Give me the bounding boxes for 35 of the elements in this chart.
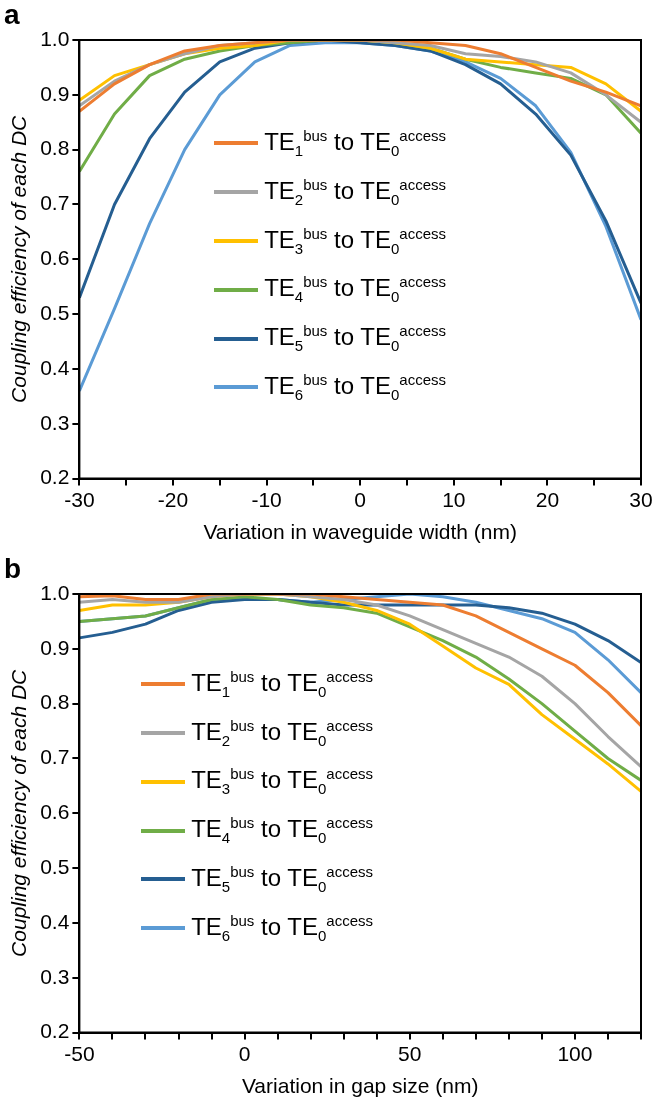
y-tick-label: 0.6 [40,800,70,824]
y-axis-title: Coupling efficiency of each DC [7,114,31,403]
chart-title: a [4,0,20,30]
y-tick-label: 0.4 [40,909,70,933]
x-tick-label: 10 [442,488,466,511]
y-tick-label: 0.9 [40,81,70,105]
x-tick-label: 50 [398,1042,422,1065]
x-tick-label: 20 [535,488,560,511]
y-tick-label: 0.8 [40,690,70,714]
y-tick-label: 0.9 [40,635,70,659]
x-tick-label: 100 [557,1042,593,1065]
x-axis-title: Variation in waveguide width (nm) [203,520,517,544]
x-tick-label: 0 [238,1042,251,1065]
y-tick-label: 0.2 [40,465,70,489]
y-tick-label: 0.2 [40,1019,70,1043]
y-tick-label: 0.7 [40,191,70,215]
x-tick-label: -20 [157,488,189,511]
x-tick-label: 0 [354,488,367,511]
y-tick-label: 0.3 [40,964,70,988]
x-tick-label: -50 [64,1042,95,1065]
y-axis-title: Coupling efficiency of each DC [7,668,31,957]
y-tick-label: 0.3 [40,410,70,434]
x-tick-label: 30 [629,488,653,511]
y-tick-label: 0.5 [40,300,70,324]
y-tick-label: 0.8 [40,136,70,160]
y-tick-label: 0.5 [40,854,70,878]
y-tick-label: 1.0 [40,580,70,604]
y-tick-label: 0.7 [40,745,70,769]
y-tick-label: 1.0 [40,26,70,50]
x-tick-label: -30 [64,488,95,511]
chart-title: b [4,553,22,584]
y-tick-label: 0.6 [40,246,70,270]
x-tick-label: -10 [251,488,282,511]
y-tick-label: 0.4 [40,355,70,379]
x-axis-title: Variation in gap size (nm) [241,1074,479,1098]
